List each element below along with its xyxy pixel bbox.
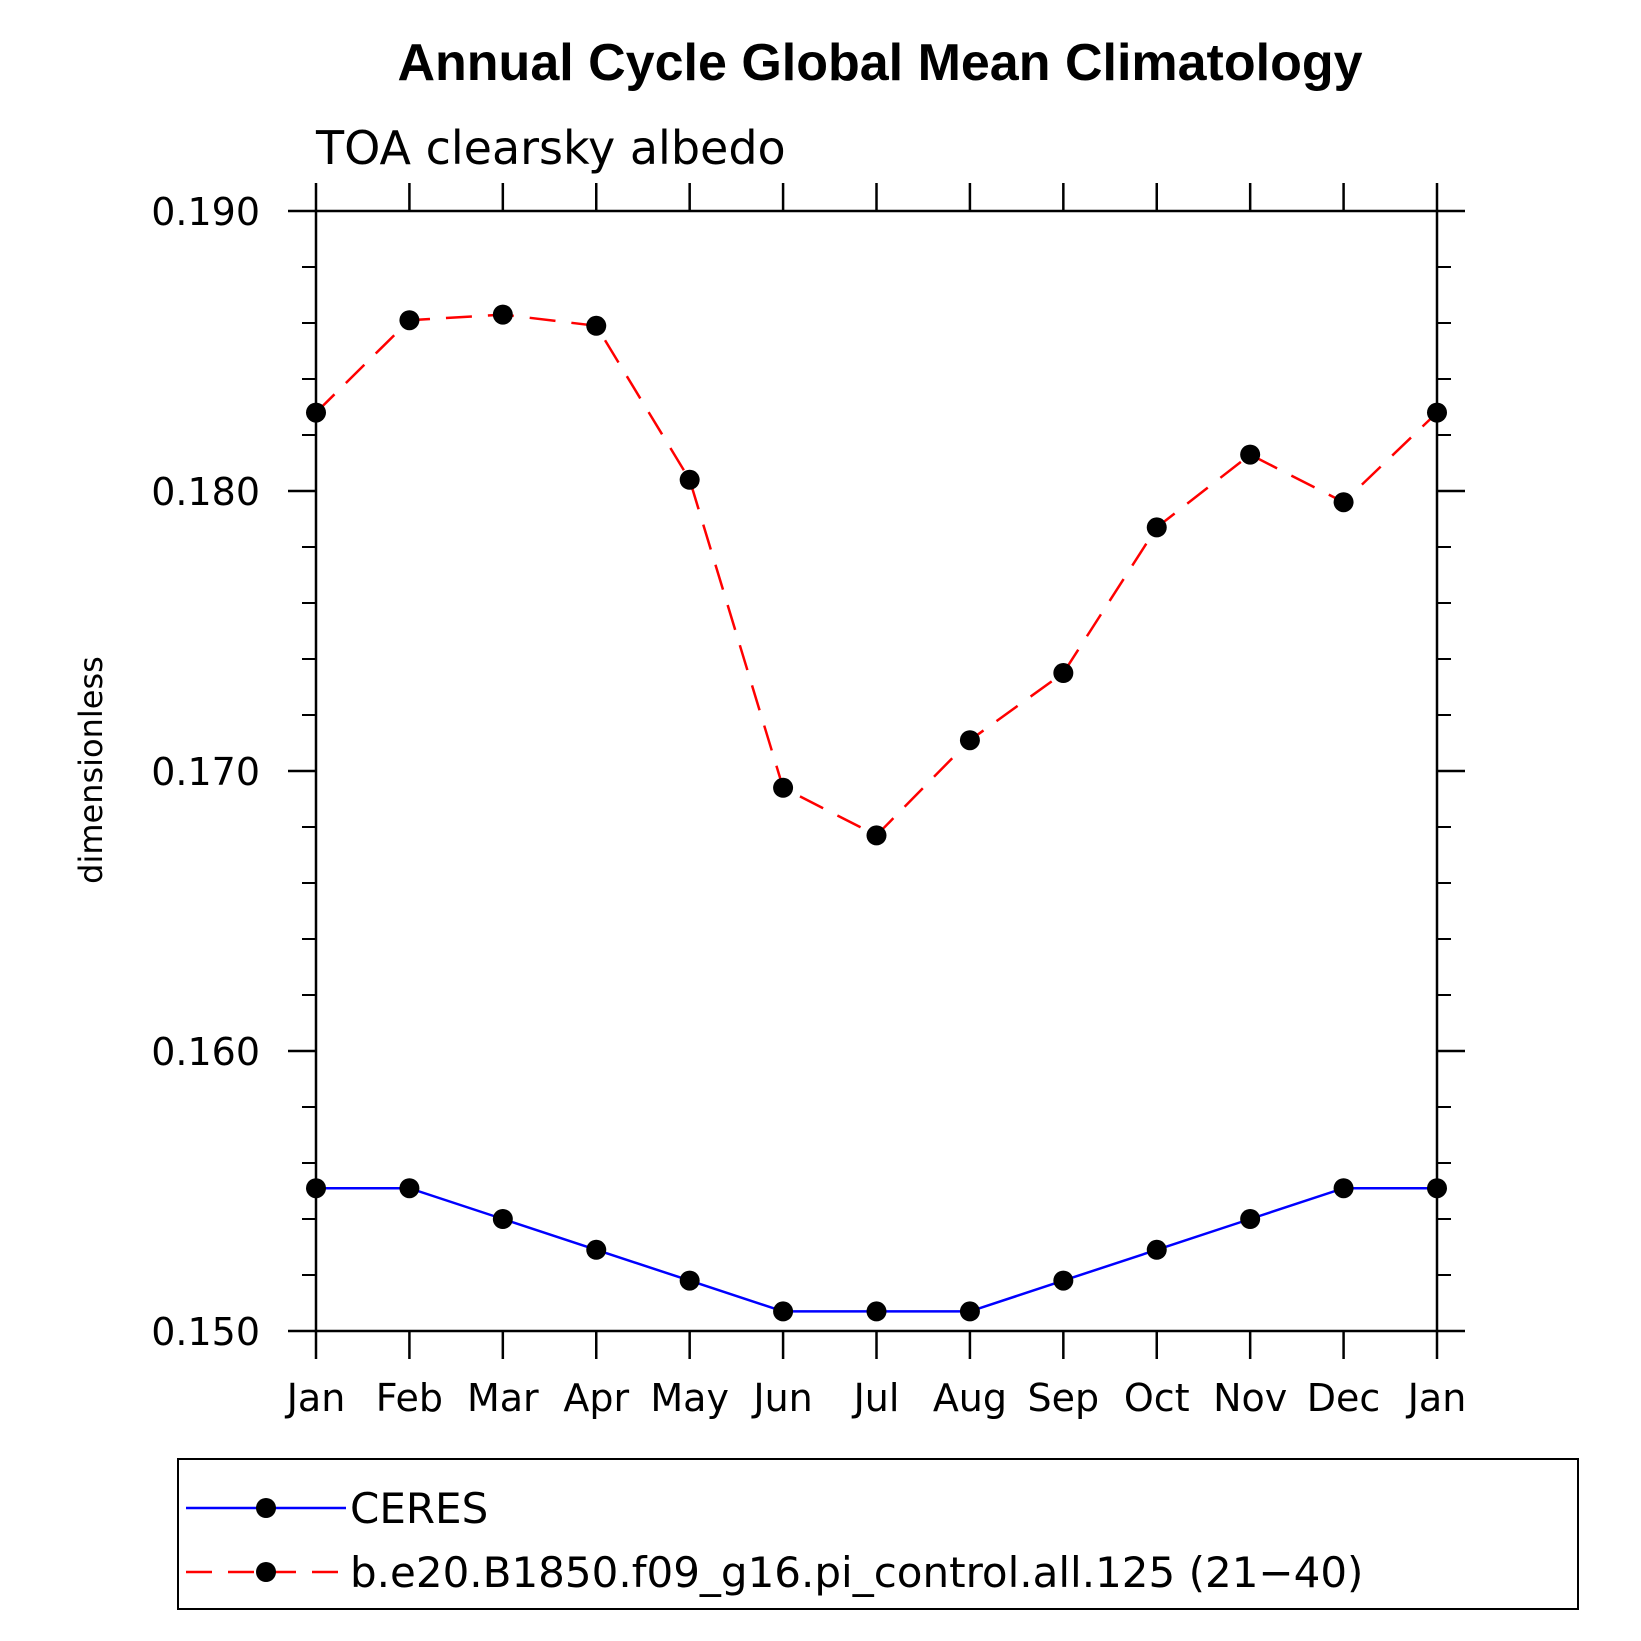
x-tick-label: Jul — [852, 1376, 900, 1420]
data-point — [679, 469, 700, 490]
data-point — [1427, 402, 1447, 423]
legend-marker — [256, 1498, 276, 1518]
data-point — [1333, 492, 1354, 513]
data-point — [492, 304, 513, 325]
y-tick-label: 0.170 — [151, 750, 260, 794]
data-point — [1053, 663, 1074, 683]
axis-layer: Jan Feb Mar Apr May Jun Jul Aug Sep Oct Nov Dec Jan 0… — [151, 183, 1466, 1420]
data-point — [1053, 1270, 1074, 1291]
legend-entries: CERES b.e20.B1850.f09_g16.pi_control.all.… — [186, 1484, 1363, 1597]
legend-box — [177, 1458, 1579, 1610]
data-point — [586, 315, 607, 336]
x-tick-label: Feb — [376, 1376, 443, 1420]
data-point — [959, 1301, 980, 1322]
legend: CERES b.e20.B1850.f09_g16.pi_control.all.… — [177, 1458, 1579, 1610]
x-tick-label: Sep — [1028, 1376, 1100, 1420]
x-tick-label: Mar — [467, 1376, 539, 1420]
data-point — [773, 1301, 794, 1322]
chart-subtitle: TOA clearsky albedo — [315, 121, 786, 175]
data-point — [586, 1239, 607, 1260]
data-point — [773, 777, 794, 798]
series-line-1 — [315, 313, 1438, 837]
data-point — [679, 1270, 700, 1291]
y-axis-label: dimensionless — [72, 656, 110, 884]
data-point — [866, 1301, 887, 1322]
x-tick-label: Aug — [933, 1376, 1007, 1420]
x-tick-label: Oct — [1124, 1376, 1190, 1420]
y-tick-label: 0.160 — [151, 1030, 260, 1074]
data-point — [1427, 1178, 1447, 1199]
data-point — [866, 825, 887, 846]
x-tick-label: Jan — [285, 1376, 346, 1420]
plot-frame — [314, 209, 1439, 1333]
data-point — [1240, 1209, 1261, 1229]
data-point — [399, 1178, 420, 1199]
x-tick-label: Nov — [1213, 1376, 1287, 1420]
data-point — [1146, 517, 1167, 538]
data-point — [306, 402, 326, 423]
legend-marker — [256, 1562, 276, 1582]
x-tick-label: Jan — [1406, 1376, 1467, 1420]
data-point — [399, 310, 420, 331]
x-tick-label: May — [650, 1376, 729, 1420]
data-point — [492, 1209, 513, 1229]
x-tick-label: Dec — [1307, 1376, 1381, 1420]
data-point — [959, 730, 980, 751]
y-tick-label: 0.150 — [151, 1310, 260, 1354]
data-point — [1146, 1239, 1167, 1260]
chart-title: Annual Cycle Global Mean Climatology — [397, 34, 1362, 92]
y-tick-label: 0.190 — [151, 190, 260, 234]
x-tick-label: Jun — [751, 1376, 812, 1420]
data-point — [1240, 444, 1261, 465]
x-tick-label: Apr — [563, 1376, 629, 1420]
data-point — [306, 1178, 326, 1199]
series-line-0 — [316, 1186, 1437, 1313]
y-tick-label: 0.180 — [151, 470, 260, 514]
legend-label: b.e20.B1850.f09_g16.pi_control.all.125 (… — [350, 1548, 1363, 1597]
series-layer — [306, 304, 1447, 1322]
data-point — [1333, 1178, 1354, 1199]
legend-label: CERES — [350, 1484, 488, 1533]
